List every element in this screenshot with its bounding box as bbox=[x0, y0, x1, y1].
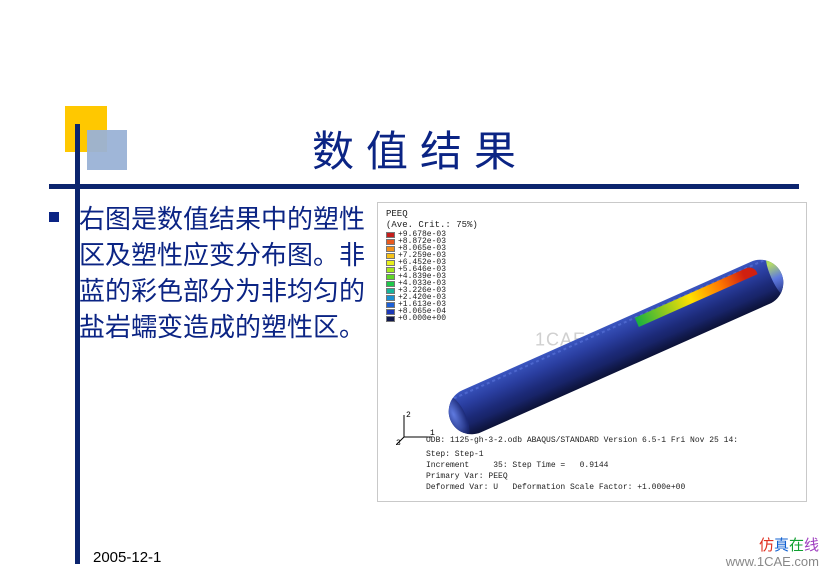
legend-swatch bbox=[386, 267, 395, 273]
legend-swatch bbox=[386, 302, 395, 308]
footer-date: 2005-12-1 bbox=[93, 549, 161, 566]
mesh-rod bbox=[441, 252, 790, 441]
legend-swatch bbox=[386, 260, 395, 266]
legend-subtitle: (Ave. Crit.: 75%) bbox=[386, 220, 496, 230]
result-figure: 1CAE . COM PEEQ (Ave. Crit.: 75%) +9.678… bbox=[377, 202, 807, 502]
odb-block: Step: Step-1 Increment 35: Step Time = 0… bbox=[426, 449, 800, 493]
bullet: 右图是数值结果中的塑性区及塑性应变分布图。非蓝的彩色部分为非均匀的盐岩蠕变造成的… bbox=[49, 202, 369, 346]
legend-swatch bbox=[386, 295, 395, 301]
footer-url: www.1CAE.com bbox=[726, 554, 819, 570]
footer-right: 仿真在线 www.1CAE.com bbox=[726, 538, 819, 570]
rule-horizontal bbox=[49, 184, 799, 189]
legend-swatch bbox=[386, 274, 395, 280]
footer-brand: 仿真在线 bbox=[726, 538, 819, 554]
legend-swatch bbox=[386, 288, 395, 294]
bullet-marker bbox=[49, 212, 59, 222]
plastic-zone bbox=[635, 265, 758, 327]
legend-swatch bbox=[386, 232, 395, 238]
legend-swatch bbox=[386, 281, 395, 287]
slide: 数值结果 右图是数值结果中的塑性区及塑性应变分布图。非蓝的彩色部分为非均匀的盐岩… bbox=[15, 10, 825, 570]
slide-title: 数值结果 bbox=[15, 118, 825, 179]
bullet-text: 右图是数值结果中的塑性区及塑性应变分布图。非蓝的彩色部分为非均匀的盐岩蠕变造成的… bbox=[79, 202, 369, 346]
model-view bbox=[396, 231, 798, 461]
legend-title: PEEQ bbox=[386, 209, 496, 219]
rod-cap-left bbox=[441, 393, 474, 442]
legend-swatch bbox=[386, 253, 395, 259]
legend-swatch bbox=[386, 309, 395, 315]
legend-swatch bbox=[386, 316, 395, 322]
legend-swatch bbox=[386, 239, 395, 245]
odb-line: ODB: 1125-gh-3-2.odb ABAQUS/STANDARD Ver… bbox=[426, 436, 800, 445]
legend-swatch bbox=[386, 246, 395, 252]
axis-z-label: 3 bbox=[396, 439, 401, 445]
axis-y-label: 2 bbox=[406, 411, 411, 420]
